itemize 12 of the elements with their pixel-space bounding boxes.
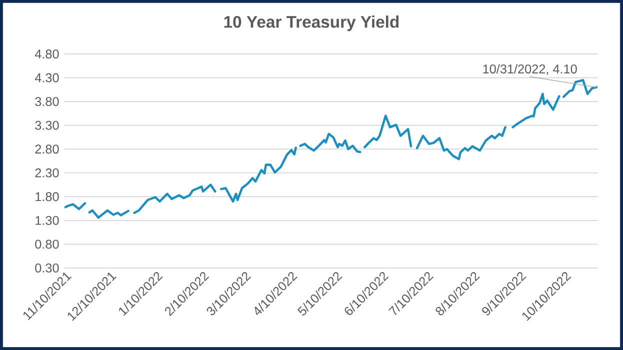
y-tick-label: 0.30 bbox=[35, 264, 59, 272]
y-tick-label: 1.30 bbox=[36, 216, 59, 225]
y-tick-label: 4.30 bbox=[34, 73, 59, 82]
y-tick-label: 3.30 bbox=[35, 120, 59, 130]
annotation: 10/31/2022, 4.10 bbox=[483, 64, 577, 75]
y-tick-label: 1.80 bbox=[36, 192, 59, 202]
y-tick-label: 2.80 bbox=[35, 144, 59, 154]
chart-title: 10 Year Treasury Yield bbox=[224, 16, 399, 32]
y-tick-label: 0.80 bbox=[35, 240, 59, 249]
y-tick-label: 2.30 bbox=[35, 168, 59, 178]
y-tick-label: 4.80 bbox=[34, 50, 59, 58]
y-tick-label: 3.80 bbox=[35, 97, 59, 106]
